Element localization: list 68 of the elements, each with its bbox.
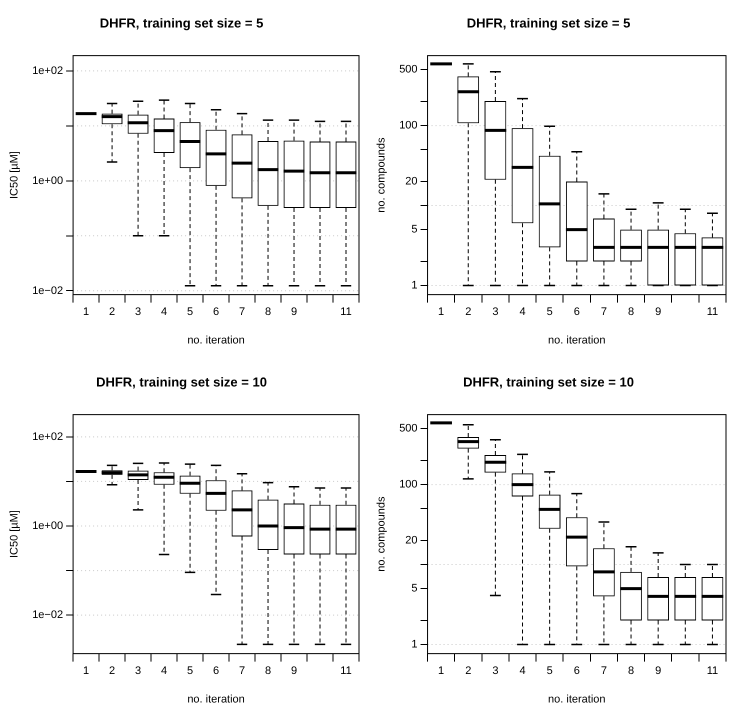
x-tick-label: 5 bbox=[186, 306, 194, 318]
y-axis-title: IC50 [µM] bbox=[8, 151, 21, 200]
x-tick-label: 1 bbox=[83, 665, 90, 678]
y-tick-label: 1e−02 bbox=[32, 284, 64, 297]
x-tick-label: 9 bbox=[655, 665, 662, 678]
x-tick-label: 6 bbox=[574, 665, 580, 678]
x-tick-label: 8 bbox=[628, 665, 634, 678]
x-tick-label: 9 bbox=[290, 306, 298, 318]
x-tick-label: 7 bbox=[600, 306, 607, 318]
y-tick-label: 500 bbox=[399, 422, 418, 435]
x-tick-label: 3 bbox=[135, 665, 142, 678]
y-axis-title: no. compounds bbox=[376, 496, 388, 572]
x-tick-label: 8 bbox=[628, 306, 634, 318]
y-tick-label: 1 bbox=[411, 280, 418, 292]
x-tick-label: 7 bbox=[238, 665, 246, 678]
x-axis-title: no. iteration bbox=[187, 693, 245, 706]
y-tick-label: 1e+02 bbox=[32, 430, 64, 443]
x-axis-title: no. iteration bbox=[548, 693, 606, 706]
y-tick-label: 20 bbox=[405, 176, 418, 188]
y-tick-label: 100 bbox=[399, 120, 418, 132]
x-tick-label: 11 bbox=[706, 665, 718, 678]
x-tick-label: 5 bbox=[186, 665, 194, 678]
chart-title: DHFR, training set size = 10 bbox=[96, 374, 267, 390]
x-tick-label: 1 bbox=[83, 306, 90, 318]
x-tick-label: 4 bbox=[161, 665, 168, 678]
x-tick-label: 3 bbox=[135, 306, 142, 318]
x-tick-label: 2 bbox=[465, 306, 472, 318]
x-tick-label: 4 bbox=[519, 306, 526, 318]
x-axis-title: no. iteration bbox=[548, 334, 606, 346]
y-axis-title: no. compounds bbox=[376, 136, 388, 213]
x-tick-label: 9 bbox=[290, 665, 298, 678]
x-tick-label: 1 bbox=[438, 306, 444, 318]
x-tick-label: 8 bbox=[264, 665, 272, 678]
x-tick-label: 11 bbox=[340, 306, 352, 318]
x-tick-label: 6 bbox=[212, 665, 220, 678]
y-tick-label: 500 bbox=[399, 64, 418, 76]
x-tick-label: 6 bbox=[574, 306, 580, 318]
x-tick-label: 2 bbox=[109, 665, 116, 678]
x-tick-label: 8 bbox=[264, 306, 272, 318]
y-tick-label: 1e+00 bbox=[32, 174, 64, 187]
chart-title: DHFR, training set size = 5 bbox=[466, 15, 630, 30]
x-tick-label: 3 bbox=[492, 306, 498, 318]
y-tick-label: 100 bbox=[399, 478, 418, 491]
y-tick-label: 20 bbox=[405, 534, 418, 547]
x-tick-label: 9 bbox=[655, 306, 662, 318]
y-tick-label: 1e−02 bbox=[32, 609, 64, 622]
x-tick-label: 6 bbox=[212, 306, 220, 318]
y-tick-label: 1e+00 bbox=[32, 520, 64, 532]
x-tick-label: 4 bbox=[519, 665, 526, 678]
x-tick-label: 1 bbox=[438, 665, 444, 678]
y-axis-title: IC50 [µM] bbox=[8, 510, 21, 558]
chart-title: DHFR, training set size = 10 bbox=[463, 374, 634, 390]
x-tick-label: 4 bbox=[161, 306, 168, 318]
chart-title: DHFR, training set size = 5 bbox=[100, 15, 264, 30]
x-tick-label: 7 bbox=[238, 306, 246, 318]
x-tick-label: 3 bbox=[492, 665, 498, 678]
x-tick-label: 11 bbox=[706, 306, 718, 318]
x-tick-label: 2 bbox=[109, 306, 116, 318]
x-axis-title: no. iteration bbox=[187, 334, 245, 346]
x-tick-label: 5 bbox=[546, 306, 553, 318]
x-tick-label: 11 bbox=[340, 665, 352, 678]
y-tick-label: 5 bbox=[411, 582, 418, 595]
y-tick-label: 1 bbox=[411, 638, 418, 651]
y-tick-label: 1e+02 bbox=[32, 64, 64, 77]
x-tick-label: 5 bbox=[546, 665, 553, 678]
x-tick-label: 7 bbox=[600, 665, 607, 678]
y-tick-label: 5 bbox=[411, 224, 418, 236]
x-tick-label: 2 bbox=[465, 665, 472, 678]
